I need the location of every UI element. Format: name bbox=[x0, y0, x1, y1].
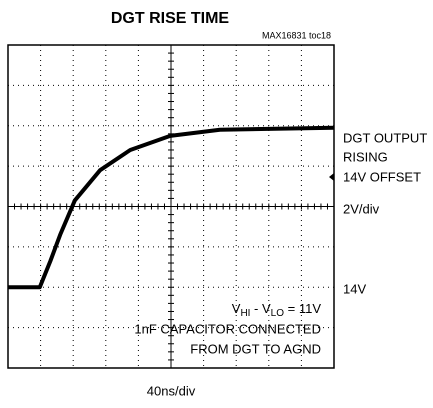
annotation: FROM DGT TO AGND bbox=[190, 341, 321, 356]
x-axis-label: 40ns/div bbox=[147, 383, 196, 398]
chart-subtitle: MAX16831 toc18 bbox=[262, 30, 331, 40]
annotation-part: LO bbox=[271, 308, 285, 319]
annotation: VHI - VLO = 11V bbox=[232, 301, 322, 318]
chart-title: DGT RISE TIME bbox=[111, 10, 230, 27]
annotation-part: V bbox=[232, 301, 241, 316]
trace bbox=[8, 125, 335, 290]
right-label: DGT OUTPUT bbox=[343, 130, 427, 145]
grid bbox=[8, 45, 334, 368]
level-label: 14V bbox=[343, 281, 366, 296]
right-label: 2V/div bbox=[343, 201, 380, 216]
annotation-part: - V bbox=[250, 301, 271, 316]
annotation-part: = 11V bbox=[284, 301, 321, 316]
right-label: 14V OFFSET bbox=[343, 169, 421, 184]
annotation: 1nF CAPACITOR CONNECTED bbox=[134, 321, 321, 336]
annotation-part: HI bbox=[240, 308, 250, 319]
offset-marker bbox=[329, 173, 334, 181]
screen-frame bbox=[7, 44, 335, 369]
right-label: RISING bbox=[343, 149, 388, 164]
